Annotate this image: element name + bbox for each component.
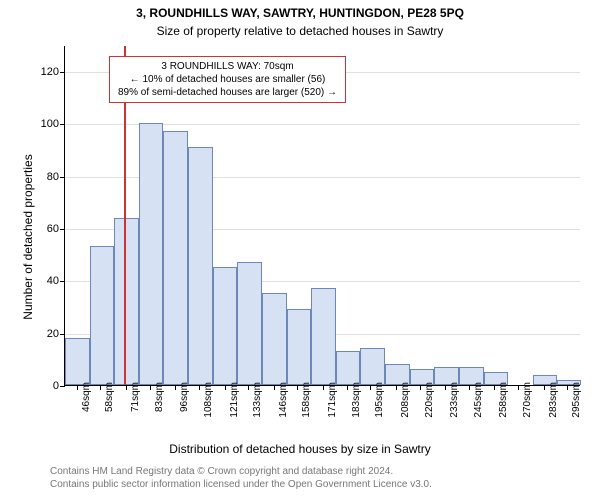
bar [336,351,361,385]
xtick-label: 295sqm [571,382,582,418]
xtick-mark [370,385,371,390]
xtick-mark [445,385,446,390]
ytick-label: 0 [31,380,59,392]
xtick-mark [420,385,421,390]
xtick-mark [199,385,200,390]
xtick-label: 195sqm [374,382,385,418]
xtick-label: 46sqm [81,382,92,412]
ytick-mark [60,177,65,178]
xtick-label: 233sqm [449,382,460,418]
xtick-label: 208sqm [400,382,411,418]
xtick-mark [544,385,545,390]
xtick-mark [518,385,519,390]
x-axis-label: Distribution of detached houses by size … [0,442,600,456]
chart-title: 3, ROUNDHILLS WAY, SAWTRY, HUNTINGDON, P… [0,6,600,20]
annotation-line2: ← 10% of detached houses are smaller (56… [118,73,337,86]
xtick-mark [150,385,151,390]
bar [287,309,312,385]
bar [163,131,188,385]
xtick-mark [77,385,78,390]
bar [213,267,238,385]
chart-container: 3, ROUNDHILLS WAY, SAWTRY, HUNTINGDON, P… [0,0,600,500]
xtick-mark [126,385,127,390]
annotation-line1: 3 ROUNDHILLS WAY: 70sqm [118,60,337,73]
bar [114,218,139,385]
xtick-label: 158sqm [301,382,312,418]
xtick-label: 220sqm [424,382,435,418]
xtick-label: 96sqm [179,382,190,412]
ytick-label: 60 [31,223,59,235]
bar [188,147,213,385]
xtick-label: 171sqm [327,382,338,418]
ytick-label: 100 [31,118,59,130]
chart-subtitle: Size of property relative to detached ho… [0,24,600,38]
caption: Contains HM Land Registry data © Crown c… [50,466,580,491]
xtick-mark [347,385,348,390]
xtick-mark [297,385,298,390]
xtick-label: 283sqm [548,382,559,418]
xtick-mark [469,385,470,390]
xtick-label: 245sqm [473,382,484,418]
xtick-mark [175,385,176,390]
xtick-label: 146sqm [278,382,289,418]
plot-area: 02040608010012046sqm58sqm71sqm83sqm96sqm… [64,46,580,386]
caption-line2: Contains public sector information licen… [50,479,432,490]
ytick-mark [60,72,65,73]
xtick-label: 71sqm [130,382,141,412]
ytick-label: 20 [31,328,59,340]
bar [237,262,262,385]
ytick-mark [60,334,65,335]
ytick-mark [60,386,65,387]
annotation-box: 3 ROUNDHILLS WAY: 70sqm← 10% of detached… [109,56,346,103]
xtick-mark [274,385,275,390]
y-axis-label: Number of detached properties [21,137,35,337]
bar [360,348,385,385]
xtick-mark [494,385,495,390]
ytick-label: 120 [31,66,59,78]
caption-line1: Contains HM Land Registry data © Crown c… [50,466,393,477]
xtick-label: 83sqm [154,382,165,412]
ytick-mark [60,124,65,125]
bar [65,338,90,385]
xtick-mark [225,385,226,390]
xtick-mark [100,385,101,390]
xtick-mark [396,385,397,390]
bar [262,293,287,385]
bar [311,288,336,385]
xtick-label: 121sqm [229,382,240,418]
ytick-mark [60,281,65,282]
xtick-label: 58sqm [104,382,115,412]
ytick-label: 40 [31,275,59,287]
bar [90,246,115,385]
ytick-label: 80 [31,171,59,183]
bar [139,123,164,385]
ytick-mark [60,229,65,230]
xtick-label: 133sqm [252,382,263,418]
xtick-mark [248,385,249,390]
xtick-label: 183sqm [351,382,362,418]
xtick-label: 108sqm [203,382,214,418]
xtick-mark [567,385,568,390]
xtick-label: 270sqm [522,382,533,418]
annotation-line3: 89% of semi-detached houses are larger (… [118,86,337,99]
xtick-mark [323,385,324,390]
xtick-label: 258sqm [498,382,509,418]
